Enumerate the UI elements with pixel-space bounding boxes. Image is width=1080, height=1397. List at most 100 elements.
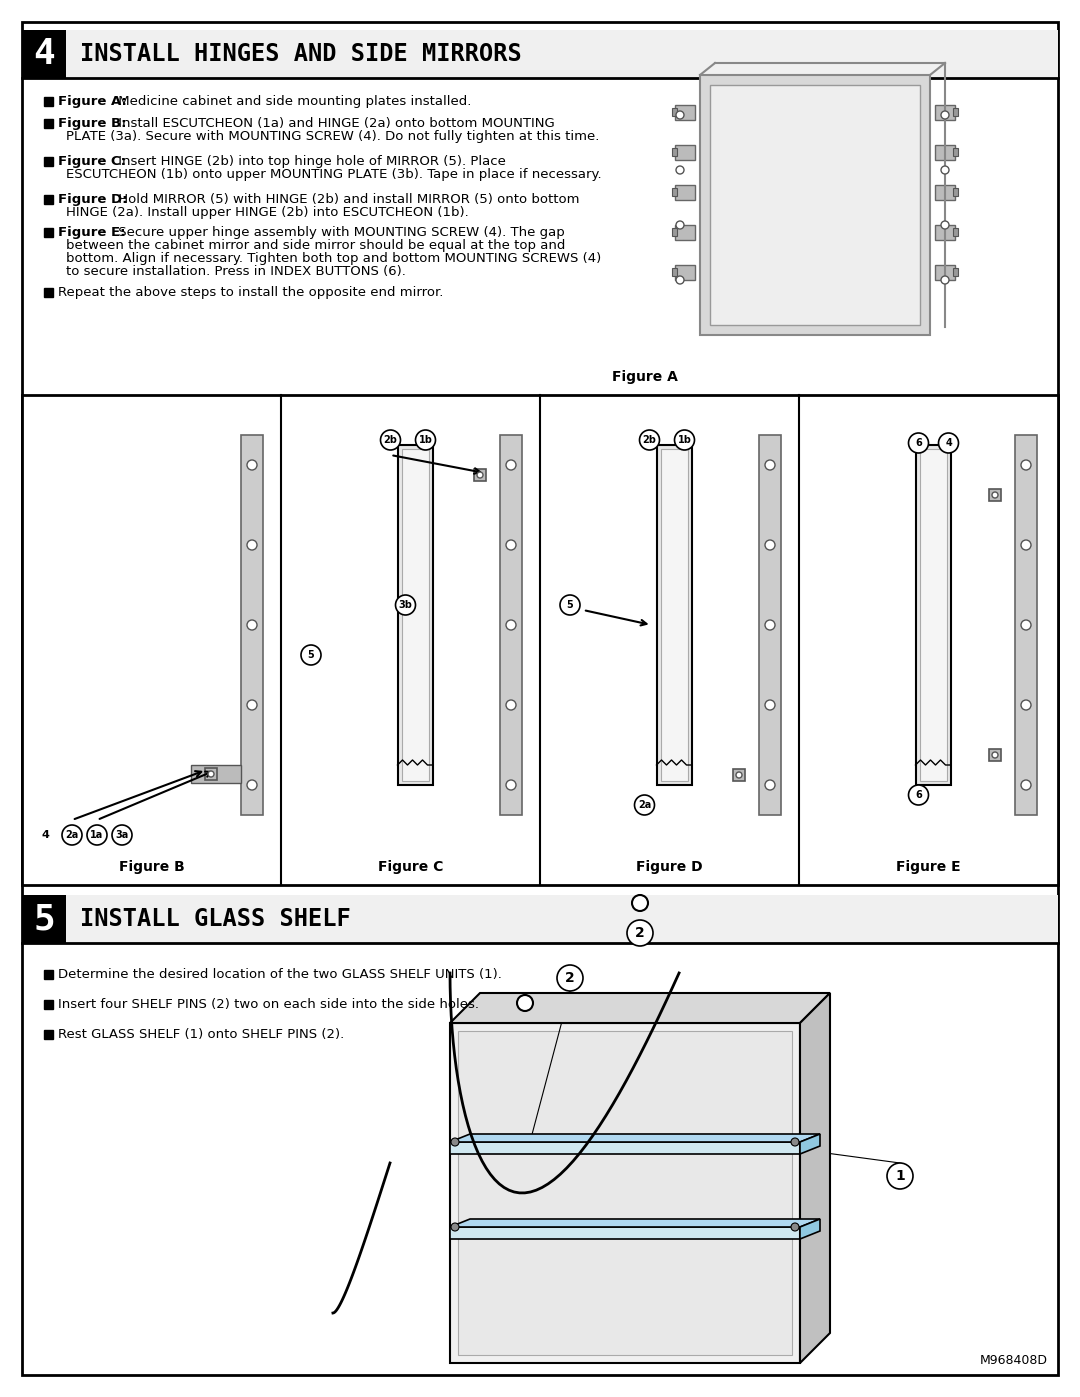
Bar bbox=[935, 145, 955, 161]
Text: 2a: 2a bbox=[638, 800, 651, 810]
Circle shape bbox=[416, 430, 435, 450]
Text: Figure D:: Figure D: bbox=[58, 193, 127, 205]
Bar bbox=[700, 75, 930, 335]
Bar bbox=[657, 446, 691, 785]
Bar bbox=[22, 895, 66, 943]
Bar bbox=[935, 225, 955, 240]
Bar bbox=[916, 446, 950, 785]
Polygon shape bbox=[450, 993, 831, 1023]
Circle shape bbox=[676, 221, 684, 229]
Bar bbox=[672, 228, 677, 236]
Bar bbox=[191, 766, 241, 782]
Circle shape bbox=[765, 620, 775, 630]
Text: 4: 4 bbox=[41, 830, 49, 840]
Bar bbox=[44, 156, 53, 166]
Circle shape bbox=[1021, 541, 1031, 550]
Bar bbox=[935, 265, 955, 279]
Circle shape bbox=[627, 921, 653, 946]
Bar bbox=[953, 108, 958, 116]
Circle shape bbox=[635, 795, 654, 814]
Text: 5: 5 bbox=[33, 902, 55, 936]
Text: INSTALL GLASS SHELF: INSTALL GLASS SHELF bbox=[80, 907, 351, 930]
Circle shape bbox=[87, 826, 107, 845]
Circle shape bbox=[908, 433, 929, 453]
Circle shape bbox=[507, 700, 516, 710]
Circle shape bbox=[941, 277, 949, 284]
Bar bbox=[474, 469, 486, 481]
Text: 1: 1 bbox=[895, 1169, 905, 1183]
Circle shape bbox=[561, 595, 580, 615]
Bar bbox=[458, 1031, 792, 1355]
Polygon shape bbox=[800, 1220, 820, 1239]
Text: Install ESCUTCHEON (1a) and HINGE (2a) onto bottom MOUNTING: Install ESCUTCHEON (1a) and HINGE (2a) o… bbox=[113, 117, 554, 130]
Bar bbox=[935, 184, 955, 200]
Circle shape bbox=[1021, 620, 1031, 630]
Bar bbox=[661, 448, 688, 781]
Bar bbox=[953, 268, 958, 277]
Text: Figure B: Figure B bbox=[119, 861, 185, 875]
Circle shape bbox=[1021, 700, 1031, 710]
Bar bbox=[450, 1023, 800, 1363]
Bar bbox=[672, 108, 677, 116]
Text: 1b: 1b bbox=[677, 434, 691, 446]
Bar bbox=[919, 448, 946, 781]
Bar bbox=[66, 29, 1058, 78]
Text: between the cabinet mirror and side mirror should be equal at the top and: between the cabinet mirror and side mirr… bbox=[66, 239, 565, 251]
Bar bbox=[402, 448, 429, 781]
Text: Figure C:: Figure C: bbox=[58, 155, 126, 168]
Circle shape bbox=[451, 1222, 459, 1231]
Bar bbox=[66, 895, 1058, 943]
Circle shape bbox=[507, 780, 516, 789]
Circle shape bbox=[247, 700, 257, 710]
Text: 2a: 2a bbox=[66, 830, 79, 840]
Circle shape bbox=[765, 780, 775, 789]
Text: 6: 6 bbox=[915, 439, 922, 448]
Circle shape bbox=[908, 785, 929, 805]
Circle shape bbox=[507, 620, 516, 630]
Text: Rest GLASS SHELF (1) onto SHELF PINS (2).: Rest GLASS SHELF (1) onto SHELF PINS (2)… bbox=[58, 1028, 345, 1041]
Circle shape bbox=[887, 1162, 913, 1189]
Bar bbox=[500, 434, 522, 814]
Circle shape bbox=[993, 752, 998, 759]
Circle shape bbox=[765, 460, 775, 469]
Circle shape bbox=[395, 595, 416, 615]
Polygon shape bbox=[800, 993, 831, 1363]
Circle shape bbox=[639, 430, 660, 450]
Bar bbox=[241, 434, 264, 814]
Bar bbox=[953, 148, 958, 156]
Circle shape bbox=[247, 541, 257, 550]
Circle shape bbox=[939, 433, 959, 453]
Text: bottom. Align if necessary. Tighten both top and bottom MOUNTING SCREWS (4): bottom. Align if necessary. Tighten both… bbox=[66, 251, 602, 265]
Text: Figure A:: Figure A: bbox=[58, 95, 126, 108]
Bar bbox=[44, 970, 53, 979]
Bar bbox=[675, 184, 696, 200]
Text: Figure E: Figure E bbox=[896, 861, 961, 875]
Circle shape bbox=[208, 771, 214, 777]
Bar bbox=[953, 228, 958, 236]
Circle shape bbox=[451, 1139, 459, 1146]
Bar bbox=[733, 768, 745, 781]
Bar bbox=[205, 768, 217, 780]
Circle shape bbox=[993, 492, 998, 497]
Text: 4: 4 bbox=[945, 439, 951, 448]
Circle shape bbox=[507, 541, 516, 550]
Text: 1b: 1b bbox=[419, 434, 432, 446]
Circle shape bbox=[941, 221, 949, 229]
Text: Figure C: Figure C bbox=[378, 861, 443, 875]
Text: 3a: 3a bbox=[116, 830, 129, 840]
Bar bbox=[675, 265, 696, 279]
Bar bbox=[22, 395, 1058, 886]
Text: HINGE (2a). Install upper HINGE (2b) into ESCUTCHEON (1b).: HINGE (2a). Install upper HINGE (2b) int… bbox=[66, 205, 469, 219]
Circle shape bbox=[632, 895, 648, 911]
Text: M968408D: M968408D bbox=[980, 1354, 1048, 1368]
Bar bbox=[672, 189, 677, 196]
Circle shape bbox=[676, 277, 684, 284]
Bar bbox=[44, 196, 53, 204]
Circle shape bbox=[301, 645, 321, 665]
Polygon shape bbox=[800, 1134, 820, 1154]
Text: Secure upper hinge assembly with MOUNTING SCREW (4). The gap: Secure upper hinge assembly with MOUNTIN… bbox=[113, 226, 565, 239]
Circle shape bbox=[735, 773, 742, 778]
Circle shape bbox=[765, 700, 775, 710]
Text: Insert four SHELF PINS (2) two on each side into the side holes.: Insert four SHELF PINS (2) two on each s… bbox=[58, 997, 480, 1011]
Bar bbox=[710, 85, 920, 326]
